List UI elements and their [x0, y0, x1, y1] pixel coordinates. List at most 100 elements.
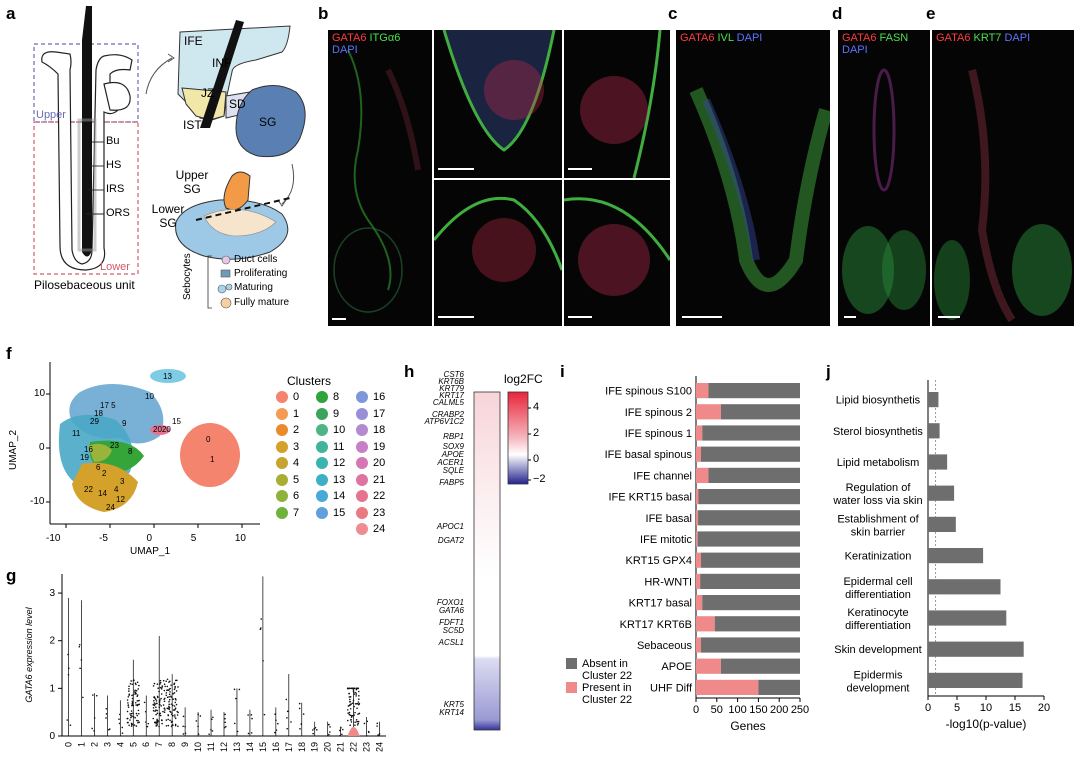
j-category-label: Establishment of skin barrier — [837, 513, 919, 538]
g-cell-point — [163, 683, 166, 686]
panel-letter-j: j — [826, 362, 831, 381]
g-cell-point — [352, 714, 355, 717]
g-cell-point — [354, 711, 356, 714]
g-cell-point — [298, 707, 301, 710]
cluster-legend-item: 24 — [356, 523, 385, 535]
umap-cluster-22 — [150, 425, 170, 435]
g-cell-point — [260, 627, 262, 629]
g-cell-point — [136, 714, 139, 717]
svg-text:11: 11 — [72, 429, 81, 438]
panel-letter-d: d — [832, 4, 843, 23]
colorbar-tick-0: 0 — [533, 453, 540, 465]
g-cell-point — [166, 689, 168, 691]
j-xtick-label: 15 — [1009, 702, 1021, 714]
g-cell-point — [78, 643, 81, 646]
g-cell-point — [105, 717, 107, 719]
g-cell-point — [161, 685, 164, 687]
g-cell-point — [160, 719, 163, 721]
cluster-swatch — [276, 407, 288, 420]
cluster-legend-item: 8 — [316, 391, 339, 403]
clusters-legend: 0 1 2 3 4 5 6 7 8 9 10 11 12 13 14 15 16 17 18 19 20 21 22 23 24 — [276, 391, 396, 535]
g-cell-point — [356, 724, 359, 726]
g-cell-point — [354, 721, 356, 724]
lower-label: Lower — [100, 261, 130, 273]
h-gene-label: DGAT2 — [437, 536, 464, 545]
umap-cluster-3 — [72, 462, 138, 512]
g-cell-point — [286, 717, 288, 719]
cluster-swatch — [356, 391, 368, 403]
g-cell-point — [155, 709, 157, 711]
cluster-swatch — [356, 523, 368, 535]
g-cell-point — [154, 703, 156, 706]
g-cell-point — [348, 713, 351, 716]
g-cell-point — [79, 667, 81, 670]
g-xtick-label: 12 — [219, 742, 229, 752]
g-ytick-label: 2 — [49, 636, 55, 647]
c-stain-legend: GATA6 IVL DAPI — [680, 32, 763, 44]
g-cell-point — [105, 713, 108, 715]
g-cell-point — [177, 686, 179, 688]
cluster-label: 19 — [373, 440, 386, 453]
g-cell-point — [173, 688, 176, 691]
g-cell-point — [224, 713, 226, 716]
g-xtick-label: 21 — [336, 742, 346, 752]
g-cell-point — [182, 733, 185, 735]
g-cell-point — [348, 687, 350, 690]
g-cell-point — [158, 690, 160, 693]
label-sd: SD — [229, 97, 246, 111]
g-cell-point — [118, 718, 120, 720]
g-cell-point — [341, 733, 343, 736]
g-cell-point — [156, 712, 159, 715]
g-cell-point — [93, 717, 96, 719]
pilosebaceous-schematic — [33, 6, 306, 309]
g-cell-point — [107, 728, 110, 731]
i-bar-present — [696, 446, 701, 462]
g-cell-point — [352, 689, 355, 691]
cluster-legend-item: 11 — [316, 440, 344, 453]
cluster-label: 16 — [373, 391, 386, 403]
g-cell-point — [348, 692, 350, 695]
umap-ytick-neg10: -10 — [30, 496, 45, 507]
svg-text:8: 8 — [128, 447, 133, 456]
i-category-label: Sebaceous — [637, 640, 693, 652]
g-cell-point — [286, 710, 289, 713]
g-cell-point — [211, 718, 213, 721]
cluster-swatch — [276, 506, 288, 519]
g-cell-point — [376, 725, 378, 727]
cluster-swatch — [316, 391, 328, 403]
g-cell-point — [169, 691, 171, 693]
g-cell-point — [170, 725, 173, 728]
g-cell-point — [175, 703, 178, 706]
panel-letter-c: c — [668, 4, 678, 23]
g-ytick-label: 1 — [49, 683, 55, 694]
g-cell-point — [165, 692, 168, 694]
h-gene-label: KRT14 — [439, 708, 464, 717]
cluster-swatch — [276, 424, 288, 436]
g-cell-point — [251, 717, 253, 720]
g-cell-point — [67, 667, 70, 670]
g-cell-point — [155, 713, 157, 716]
svg-text:13: 13 — [163, 372, 172, 381]
g-cell-point — [175, 690, 178, 692]
g-cell-point — [137, 719, 139, 722]
g-cell-point — [138, 699, 140, 702]
g-cell-point — [168, 703, 170, 706]
micro-b-zoom-upper — [434, 30, 562, 178]
g-cell-point — [67, 673, 70, 676]
g-xtick-label: 18 — [297, 742, 307, 752]
i-category-label: IFE spinous 1 — [625, 428, 692, 440]
cluster-swatch — [276, 440, 288, 453]
g-cell-point — [173, 709, 176, 711]
cluster-legend-item: 10 — [316, 424, 345, 436]
g-ytick-label: 3 — [49, 588, 55, 599]
g-cell-point — [132, 697, 134, 700]
legend-swatch-proliferating — [220, 269, 231, 278]
i-category-label: IFE basal spinous — [605, 449, 693, 461]
i-legend-label: Absent in Cluster 22 — [582, 658, 632, 682]
g-cell-point — [347, 712, 349, 714]
g-cell-point — [174, 717, 177, 720]
g-cell-point — [128, 690, 130, 692]
g-cell-point — [172, 698, 175, 700]
sg-lobe-outline — [103, 81, 131, 111]
g-cell-point — [163, 689, 166, 692]
